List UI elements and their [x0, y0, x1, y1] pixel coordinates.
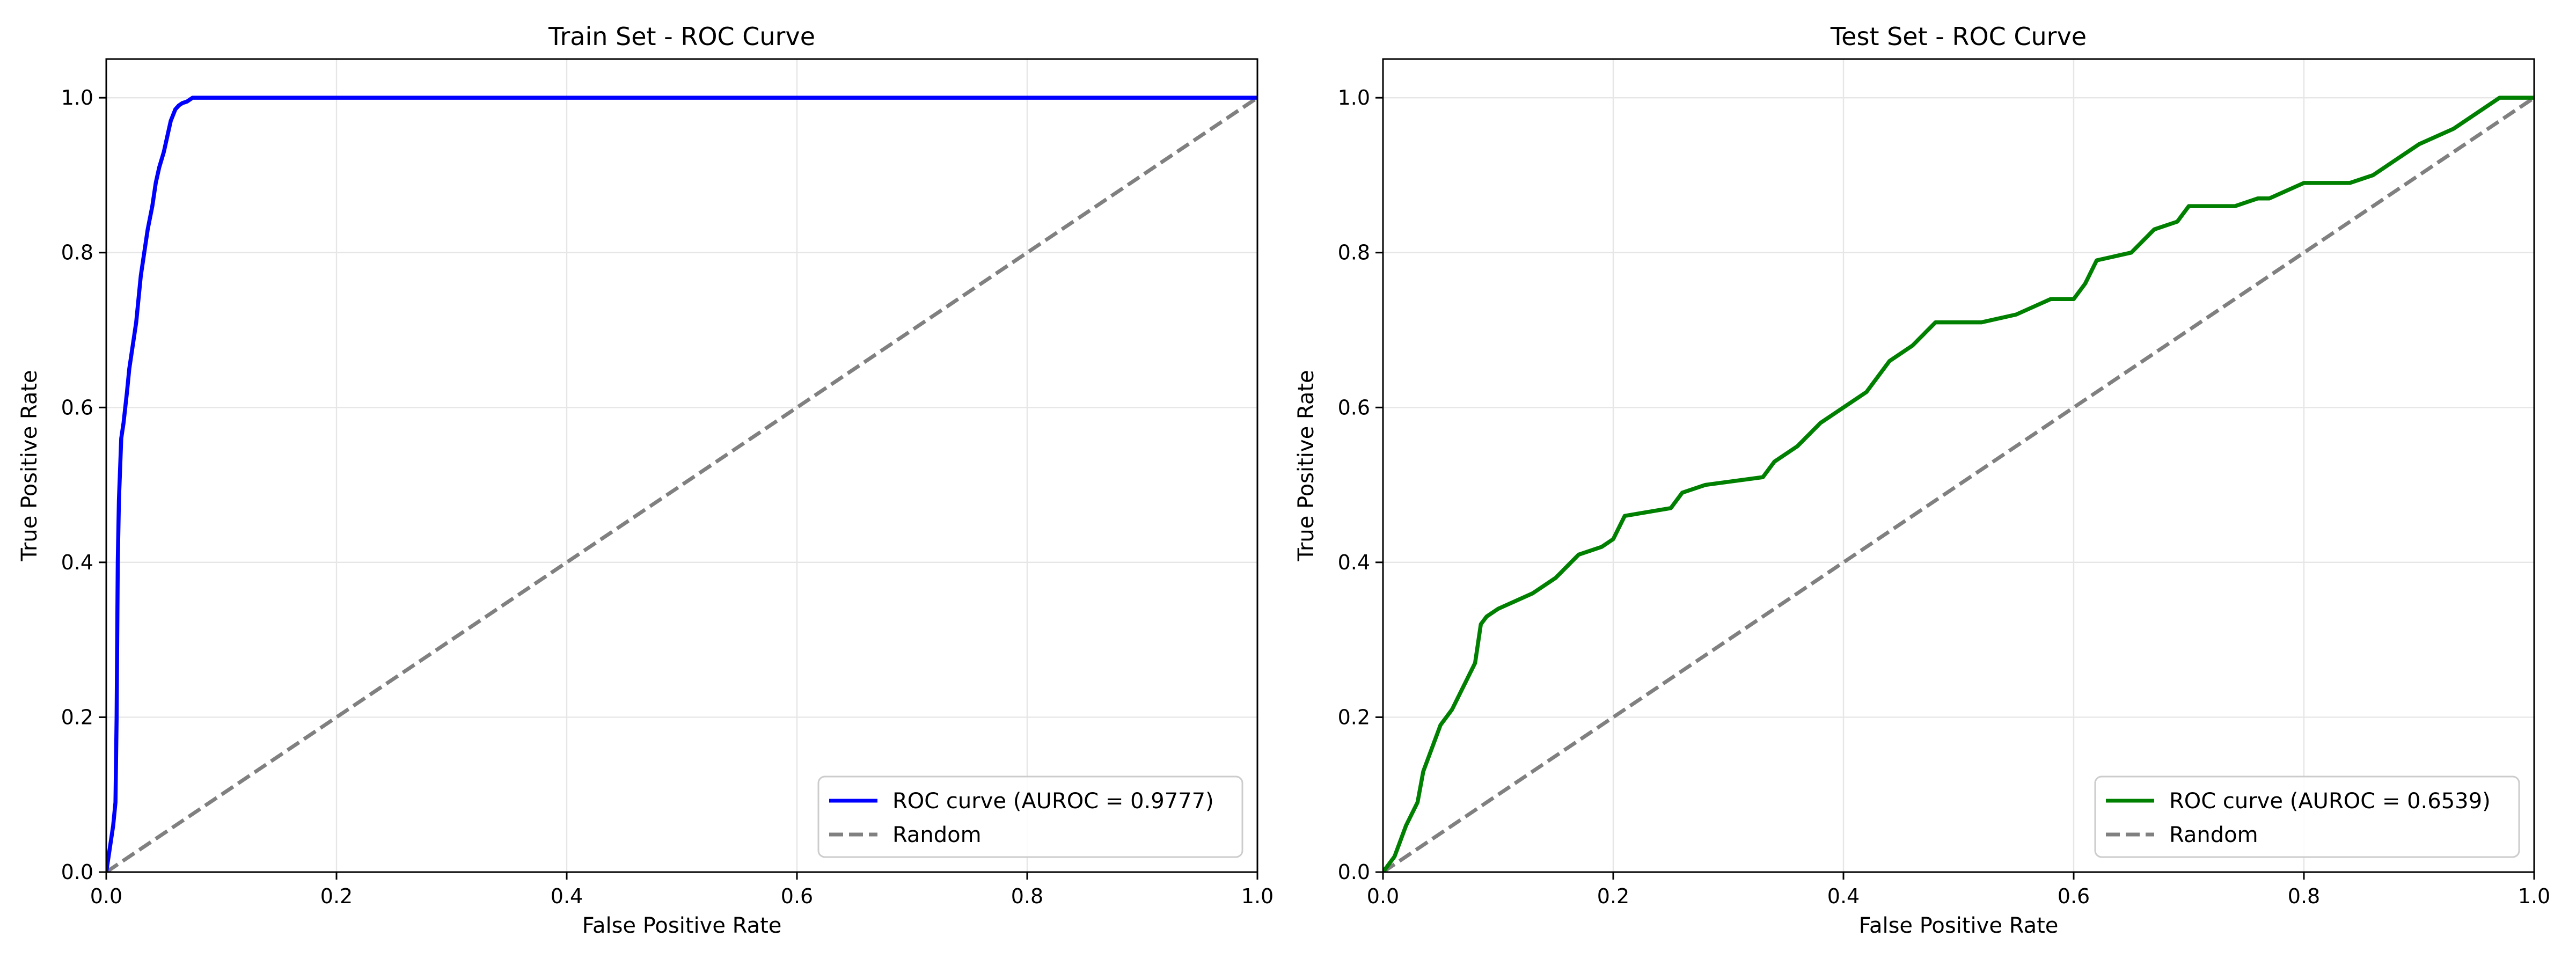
chart2-legend: ROC curve (AUROC = 0.6539) Random — [2094, 775, 2520, 858]
chart1-legend-box — [817, 775, 1243, 858]
chart2-xtick-label-1: 0.2 — [1597, 884, 1629, 908]
chart1-xlabel: False Positive Rate — [582, 913, 782, 938]
chart1-panel: 0.0 0.2 0.4 0.6 0.8 1.0 0.0 0.2 0.4 0.6 0.8 1.0 Trai… — [17, 22, 1274, 938]
chart2-ylabel: True Positive Rate — [1294, 370, 1319, 561]
chart2-xtick-label-0: 0.0 — [1367, 884, 1399, 908]
chart1-ytick-label-2: 0.4 — [61, 551, 93, 574]
chart2-ytick-label-1: 0.2 — [1338, 705, 1370, 729]
chart1-series-roc-line — [106, 96, 1257, 872]
chart1-ytick-label-3: 0.6 — [61, 396, 93, 419]
chart2-ytick-label-4: 0.8 — [1338, 241, 1370, 265]
chart1-ylabel: True Positive Rate — [17, 370, 42, 561]
chart1-xtick-label-3: 0.6 — [781, 884, 813, 908]
chart2-ytick-label-2: 0.4 — [1338, 551, 1370, 574]
chart2-legend-label-random: Random — [2169, 823, 2258, 847]
chart1-xtick-label-2: 0.4 — [551, 884, 583, 908]
chart2-xtick-label-4: 0.8 — [2288, 884, 2320, 908]
chart2-legend-label-roc: ROC curve (AUROC = 0.6539) — [2169, 789, 2491, 814]
chart1-axes-frame — [105, 58, 1258, 873]
chart2-legend-box — [2094, 775, 2520, 858]
chart1-legend-label-random: Random — [892, 823, 982, 847]
chart1-legend-label-roc: ROC curve (AUROC = 0.9777) — [892, 789, 1214, 814]
chart1-xtick-label-5: 1.0 — [1241, 884, 1274, 908]
chart1-series-random-line — [106, 96, 1257, 872]
chart2-ytick-label-5: 1.0 — [1338, 86, 1370, 109]
chart2-xtick-label-3: 0.6 — [2058, 884, 2090, 908]
chart2-xtick-label-5: 1.0 — [2518, 884, 2550, 908]
chart1-legend: ROC curve (AUROC = 0.9777) Random — [817, 775, 1243, 858]
chart2-title: Test Set - ROC Curve — [1830, 22, 2087, 51]
chart1-ytick-label-5: 1.0 — [61, 86, 93, 109]
chart1-xtick-label-1: 0.2 — [320, 884, 353, 908]
chart1-xtick-label-4: 0.8 — [1011, 884, 1043, 908]
chart1-ytick-label-4: 0.8 — [61, 241, 93, 265]
chart2-axes-frame — [1382, 58, 2535, 873]
chart2-panel: 0.0 0.2 0.4 0.6 0.8 1.0 0.0 0.2 0.4 0.6 0.8 1.0 Test… — [1294, 22, 2550, 938]
chart2-series-roc-line — [1383, 96, 2534, 872]
chart1-xtick-label-0: 0.0 — [90, 884, 122, 908]
chart2-series-random-line — [1383, 96, 2534, 872]
chart1-ytick-label-1: 0.2 — [61, 705, 93, 729]
chart2-xlabel: False Positive Rate — [1859, 913, 2059, 938]
chart1-title: Train Set - ROC Curve — [548, 22, 815, 51]
chart2-ytick-label-0: 0.0 — [1338, 860, 1370, 884]
chart2-ytick-label-3: 0.6 — [1338, 396, 1370, 419]
chart1-ytick-label-0: 0.0 — [61, 860, 93, 884]
chart2-xtick-label-2: 0.4 — [1827, 884, 1860, 908]
